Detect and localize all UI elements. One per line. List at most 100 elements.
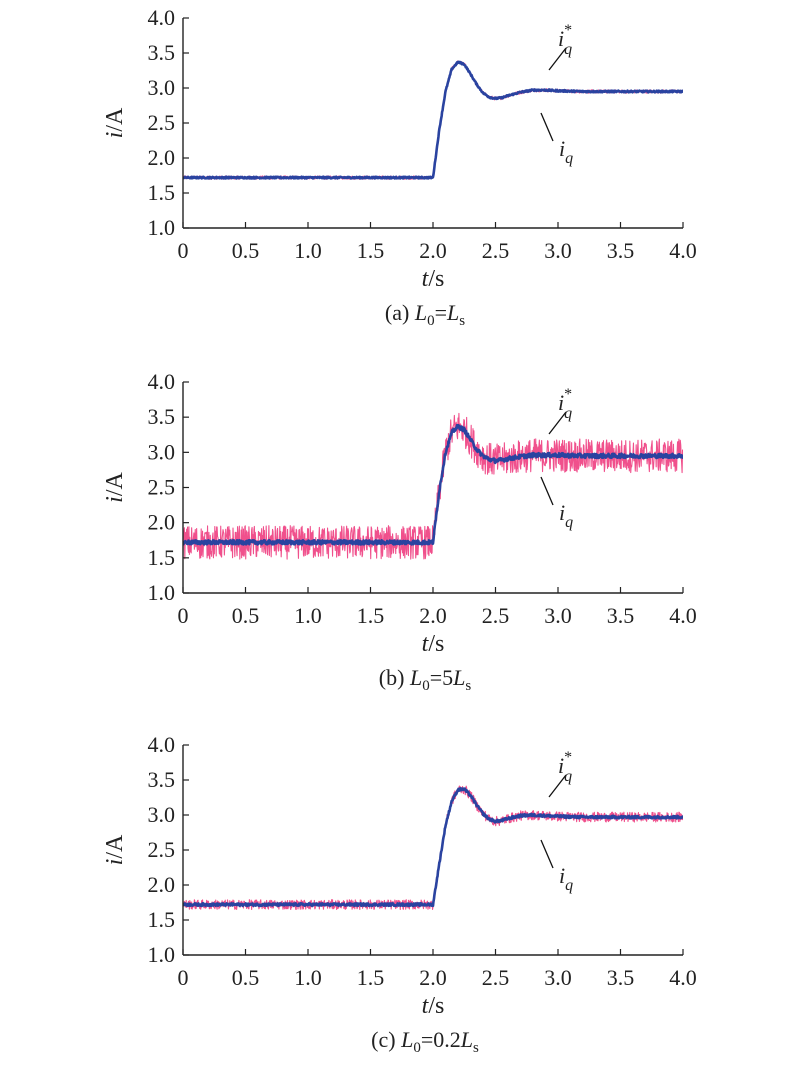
y-axis-label-var: i <box>102 496 128 503</box>
y-tick-label: 1.0 <box>148 580 176 605</box>
chart-panel-b: 1.0 1.5 2.0 2.5 3.0 3.5 4.0 0 0.5 1.0 1.5 2.0 2.5 3.0… <box>102 369 697 694</box>
y-axis-label: i/A <box>102 834 128 865</box>
y-axis-label-unit: /A <box>102 471 128 496</box>
x-tick-label: 0 <box>178 238 189 263</box>
x-tick-label: 2.0 <box>419 603 447 628</box>
series-iq-ref-line <box>183 785 683 911</box>
label-iq-ref: i* q <box>558 22 572 58</box>
y-tick-label: 3.0 <box>148 75 176 100</box>
x-tick-label: 3.5 <box>607 965 635 990</box>
label-iq-ref: i* q <box>558 749 572 785</box>
x-axis-label-var: t <box>422 993 430 1019</box>
leader-line-iq <box>540 112 554 142</box>
x-axis-label-var: t <box>422 631 430 657</box>
x-tick-label: 1.0 <box>294 238 322 263</box>
y-tick-label: 2.5 <box>148 837 176 862</box>
label-iq-ref-sub: q <box>564 41 572 58</box>
caption-var-a: L <box>414 300 427 325</box>
caption-prefix: (c) <box>371 1027 401 1052</box>
x-tick-label: 3.0 <box>544 238 572 263</box>
x-tick-label: 1.5 <box>357 238 385 263</box>
y-tick-label: 4.0 <box>148 5 176 30</box>
y-tick-label: 1.5 <box>148 907 176 932</box>
label-iq-base: i <box>559 863 565 888</box>
x-tick-label: 2.0 <box>419 238 447 263</box>
caption-sub-b: s <box>473 1040 479 1056</box>
y-tick-label: 2.0 <box>148 145 176 170</box>
caption-var-a: L <box>400 1027 413 1052</box>
x-tick-label: 4.0 <box>669 603 697 628</box>
x-tick-label: 0.5 <box>232 965 260 990</box>
label-iq-ref-sub: q <box>564 405 572 422</box>
label-iq-ref-base: i <box>558 390 564 415</box>
y-axis-label-unit: /A <box>102 107 128 132</box>
leader-line-iq-ref <box>548 774 567 798</box>
series-iq-line <box>183 787 683 908</box>
caption-sub-a: 0 <box>422 678 430 694</box>
x-axis-label: t/s <box>422 631 445 657</box>
y-tick-label: 1.5 <box>148 180 176 205</box>
label-iq: iq <box>559 863 573 894</box>
chart-panel-c: 1.0 1.5 2.0 2.5 3.0 3.5 4.0 0 0.5 1.0 1.5 2.0 2.5 3.0… <box>102 732 697 1056</box>
chart-panel-a: 1.0 1.5 2.0 2.5 3.0 3.5 4.0 0 0.5 1.0 1.5 2.0 2.5 3.0… <box>102 5 697 329</box>
panel-caption: (c) L0=0.2Ls <box>371 1027 479 1056</box>
x-tick-label: 1.5 <box>357 965 385 990</box>
caption-sub-b: s <box>465 678 471 694</box>
y-axis-label: i/A <box>102 107 128 138</box>
caption-var-b: L <box>452 665 465 690</box>
leader-line-iq <box>540 476 554 506</box>
x-tick-label: 3.0 <box>544 965 572 990</box>
series-iq-ref-line <box>183 60 683 180</box>
x-tick-label: 3.5 <box>607 238 635 263</box>
x-tick-label: 2.0 <box>419 965 447 990</box>
label-iq-ref-sub: q <box>564 768 572 785</box>
x-tick-label: 0.5 <box>232 238 260 263</box>
y-axis-label: i/A <box>102 471 128 502</box>
x-tick-label: 2.5 <box>482 238 510 263</box>
x-tick-label: 3.5 <box>607 603 635 628</box>
caption-eq: =0.2 <box>421 1027 461 1052</box>
x-axis-label-unit: /s <box>428 266 444 292</box>
label-iq: iq <box>559 136 573 167</box>
label-iq-ref: i* q <box>558 386 572 422</box>
y-tick-label: 2.0 <box>148 872 176 897</box>
label-iq-ref-base: i <box>558 26 564 51</box>
y-tick-label: 2.5 <box>148 110 176 135</box>
x-axis-label: t/s <box>422 266 445 292</box>
x-tick-label: 2.5 <box>482 603 510 628</box>
y-tick-label: 3.5 <box>148 767 176 792</box>
panel-caption: (b) L0=5Ls <box>379 665 472 694</box>
label-iq-base: i <box>559 136 565 161</box>
label-iq: iq <box>559 500 573 531</box>
y-tick-label: 2.0 <box>148 510 176 535</box>
x-tick-label: 2.5 <box>482 965 510 990</box>
caption-prefix: (a) <box>385 300 415 325</box>
x-axis-label: t/s <box>422 993 445 1019</box>
y-axis-label-var: i <box>102 132 128 139</box>
caption-var-a: L <box>409 665 422 690</box>
x-tick-label: 1.0 <box>294 603 322 628</box>
y-tick-label: 3.0 <box>148 802 176 827</box>
y-tick-label: 2.5 <box>148 475 176 500</box>
x-tick-label: 0 <box>178 603 189 628</box>
y-tick-label: 3.5 <box>148 404 176 429</box>
x-tick-label: 0 <box>178 965 189 990</box>
label-iq-ref-sup: * <box>564 749 572 766</box>
y-tick-label: 3.0 <box>148 439 176 464</box>
label-iq-base: i <box>559 500 565 525</box>
caption-sub-a: 0 <box>427 313 435 329</box>
y-tick-label: 1.0 <box>148 942 176 967</box>
series-iq-line <box>183 423 683 546</box>
caption-var-b: L <box>460 1027 473 1052</box>
x-axis-label-unit: /s <box>428 993 444 1019</box>
y-tick-label: 4.0 <box>148 732 176 757</box>
label-iq-sub: q <box>565 150 573 167</box>
leader-line-iq-ref <box>548 47 567 71</box>
x-tick-label: 3.0 <box>544 603 572 628</box>
label-iq-sub: q <box>565 514 573 531</box>
x-tick-label: 4.0 <box>669 238 697 263</box>
caption-var-b: L <box>446 300 459 325</box>
panel-caption: (a) L0=Ls <box>385 300 465 329</box>
label-iq-ref-sup: * <box>564 22 572 39</box>
